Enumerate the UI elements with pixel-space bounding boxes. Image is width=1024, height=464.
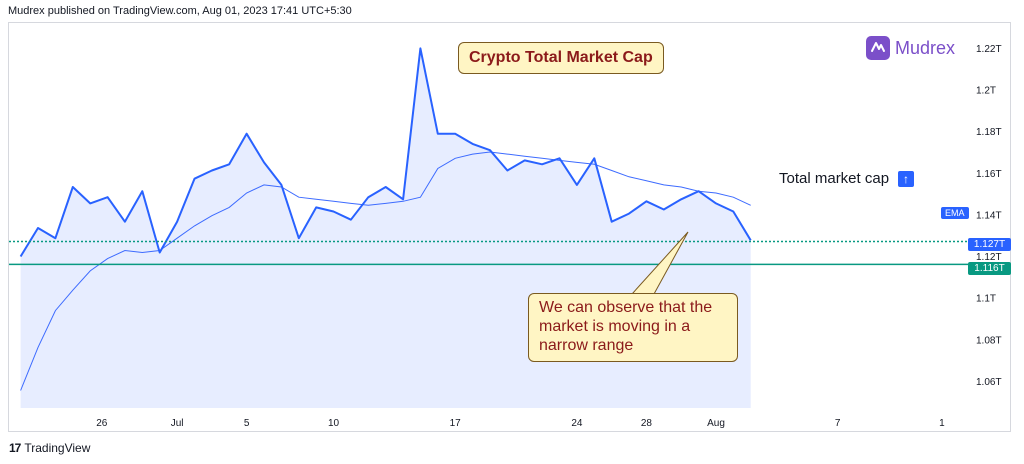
x-tick-label: 7 [835,418,841,429]
x-tick-label: 24 [571,418,583,429]
x-tick-label: Jul [171,418,184,429]
series-legend[interactable]: Total market cap ↑ [779,170,915,187]
tradingview-footer[interactable]: 17 TradingView [9,441,90,455]
note-annotation: We can observe that the market is moving… [528,293,738,362]
y-tick-label: 1.08T [976,335,1002,346]
ema-series-line[interactable] [20,151,751,391]
y-tick-label: 1.1T [976,294,996,305]
y-tick-label: 1.14T [976,211,1002,222]
legend-label: Total market cap [779,170,890,187]
ema-line-layer [20,151,751,391]
x-tick-label: 28 [641,418,653,429]
brand-name: Mudrex [895,37,956,58]
y-tick-label: 1.16T [976,169,1002,180]
y-tick-label: 1.12T [976,252,1002,263]
footer-brand: TradingView [24,441,91,455]
x-tick-label: 10 [328,418,340,429]
price-series-line[interactable] [19,47,752,258]
y-tick-label: 1.2T [976,86,996,97]
x-tick-label: 26 [96,418,108,429]
mudrex-logo-icon [866,36,890,60]
y-tick-label: 1.06T [976,377,1002,388]
chart-frame [8,22,1011,432]
y-tick-label: 1.18T [976,127,1002,138]
x-tick-label: 5 [244,418,250,429]
publish-header: Mudrex published on TradingView.com, Aug… [8,5,352,17]
chart-title-annotation: Crypto Total Market Cap [458,42,664,74]
horizontal-lines-layer [9,240,968,266]
price-tag-1127: 1.127T [968,238,1011,251]
arrow-up-icon: ↑ [898,170,915,187]
x-tick-label: Aug [707,418,725,429]
y-axis-ticks: 1.22T 1.2T 1.18T 1.16T 1.14T 1.12T 1.1T 1.08T 1.… [976,44,1002,388]
price-tag-1116: 1.116T [968,262,1011,275]
tradingview-logo-icon: 17 [9,441,21,455]
price-line-layer [19,47,752,258]
y-tick-label: 1.22T [976,44,1002,55]
brand-logo: Mudrex [866,36,955,60]
x-axis-ticks: 26 Jul 5 10 17 24 28 Aug 7 1 [96,418,945,429]
x-tick-label: 1 [939,418,945,429]
x-tick-label: 17 [450,418,462,429]
ema-tag[interactable]: EMA [941,207,969,219]
